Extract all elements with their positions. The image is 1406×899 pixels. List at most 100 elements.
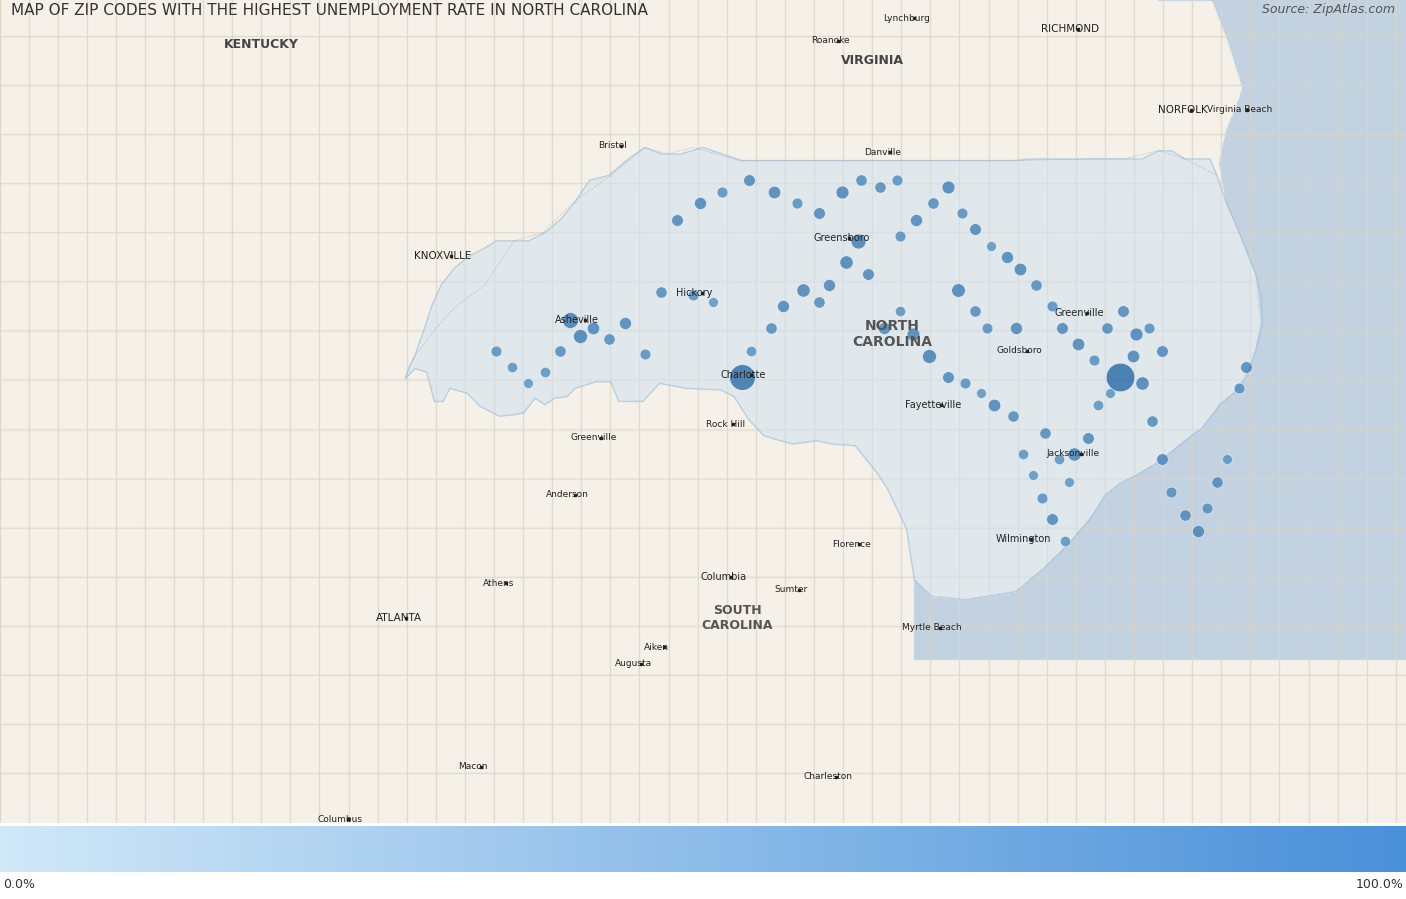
Text: Augusta: Augusta xyxy=(614,659,652,668)
Text: 100.0%: 100.0% xyxy=(1355,878,1403,892)
Point xyxy=(737,173,759,187)
Text: Greenville: Greenville xyxy=(1054,308,1104,318)
Point xyxy=(889,304,911,318)
Point xyxy=(1005,321,1028,335)
Point xyxy=(1097,321,1119,335)
Text: SOUTH
CAROLINA: SOUTH CAROLINA xyxy=(702,604,773,632)
Point xyxy=(1227,381,1250,396)
Point xyxy=(1140,414,1163,428)
Point xyxy=(1109,369,1132,384)
Text: Columbus: Columbus xyxy=(318,814,363,823)
Point xyxy=(1137,321,1160,335)
Point xyxy=(1130,377,1153,391)
Text: Myrtle Beach: Myrtle Beach xyxy=(903,623,962,632)
Point xyxy=(808,206,831,220)
Point xyxy=(831,184,853,199)
Text: KNOXVILLE: KNOXVILLE xyxy=(415,251,472,261)
Point xyxy=(568,329,591,343)
Point xyxy=(1077,431,1099,445)
Text: Virginia Beach: Virginia Beach xyxy=(1206,105,1272,114)
Point xyxy=(936,180,959,194)
Point xyxy=(485,343,508,358)
Text: Jacksonville: Jacksonville xyxy=(1047,450,1099,458)
Text: NORTH
CAROLINA: NORTH CAROLINA xyxy=(852,319,932,350)
Text: NORFOLK: NORFOLK xyxy=(1159,105,1208,115)
Point xyxy=(792,283,814,298)
Point xyxy=(849,173,872,187)
Text: Source: ZipAtlas.com: Source: ZipAtlas.com xyxy=(1261,3,1395,15)
Text: Charlotte: Charlotte xyxy=(720,370,765,380)
Point xyxy=(731,369,754,384)
Point xyxy=(886,173,908,187)
Point xyxy=(1040,512,1063,527)
Point xyxy=(582,321,605,335)
Text: Goldsboro: Goldsboro xyxy=(997,346,1042,355)
Point xyxy=(1025,278,1047,292)
Point xyxy=(983,397,1005,412)
Point xyxy=(869,180,891,194)
Text: Florence: Florence xyxy=(832,539,870,548)
Point xyxy=(856,266,879,280)
Point xyxy=(1122,349,1144,363)
Point xyxy=(1031,491,1053,505)
Point xyxy=(1099,386,1122,400)
Point xyxy=(950,206,973,220)
Point xyxy=(818,278,841,292)
Point xyxy=(702,294,724,308)
Point xyxy=(1087,397,1109,412)
Point xyxy=(1125,327,1147,342)
Text: Asheville: Asheville xyxy=(555,315,599,325)
Text: Rock Hill: Rock Hill xyxy=(706,420,745,429)
Point xyxy=(772,299,794,314)
Point xyxy=(682,288,704,302)
Point xyxy=(946,283,969,298)
Point xyxy=(534,365,557,379)
Point xyxy=(1063,447,1085,461)
Text: ATLANTA: ATLANTA xyxy=(375,613,422,623)
Point xyxy=(1174,507,1197,521)
Point xyxy=(1150,343,1173,358)
Point xyxy=(1083,353,1105,368)
Text: Anderson: Anderson xyxy=(546,490,589,499)
Point xyxy=(501,360,523,374)
Point xyxy=(905,212,928,227)
Text: Greenville: Greenville xyxy=(571,433,617,442)
Point xyxy=(689,196,711,210)
Point xyxy=(963,222,986,236)
Text: KENTUCKY: KENTUCKY xyxy=(225,38,299,50)
Point xyxy=(1010,262,1032,276)
Point xyxy=(550,343,572,358)
Text: Aiken: Aiken xyxy=(644,643,669,652)
Point xyxy=(953,377,976,391)
Point xyxy=(1160,485,1182,499)
Point xyxy=(634,347,657,361)
Point xyxy=(1234,360,1257,374)
Point xyxy=(1050,321,1073,335)
Point xyxy=(1012,447,1035,461)
Point xyxy=(1150,451,1173,466)
Text: VIRGINIA: VIRGINIA xyxy=(841,54,904,67)
Point xyxy=(1053,533,1076,547)
Text: Athens: Athens xyxy=(482,579,515,588)
Text: Hickory: Hickory xyxy=(676,289,713,298)
Point xyxy=(1206,475,1229,489)
Point xyxy=(517,377,540,391)
Text: Fayetteville: Fayetteville xyxy=(904,400,960,410)
Point xyxy=(711,184,734,199)
Text: Greensboro: Greensboro xyxy=(814,233,870,243)
Point xyxy=(918,349,941,363)
Point xyxy=(1187,524,1209,539)
Point xyxy=(650,284,672,298)
Text: Macon: Macon xyxy=(458,762,488,771)
Text: 0.0%: 0.0% xyxy=(3,878,35,892)
Point xyxy=(762,184,785,199)
Point xyxy=(903,327,925,342)
Text: Danville: Danville xyxy=(863,148,901,157)
Point xyxy=(560,312,582,326)
Point xyxy=(614,316,637,330)
Point xyxy=(963,304,986,318)
Point xyxy=(1047,451,1070,466)
Point xyxy=(1112,304,1135,318)
Point xyxy=(980,238,1002,253)
Polygon shape xyxy=(405,147,1263,600)
